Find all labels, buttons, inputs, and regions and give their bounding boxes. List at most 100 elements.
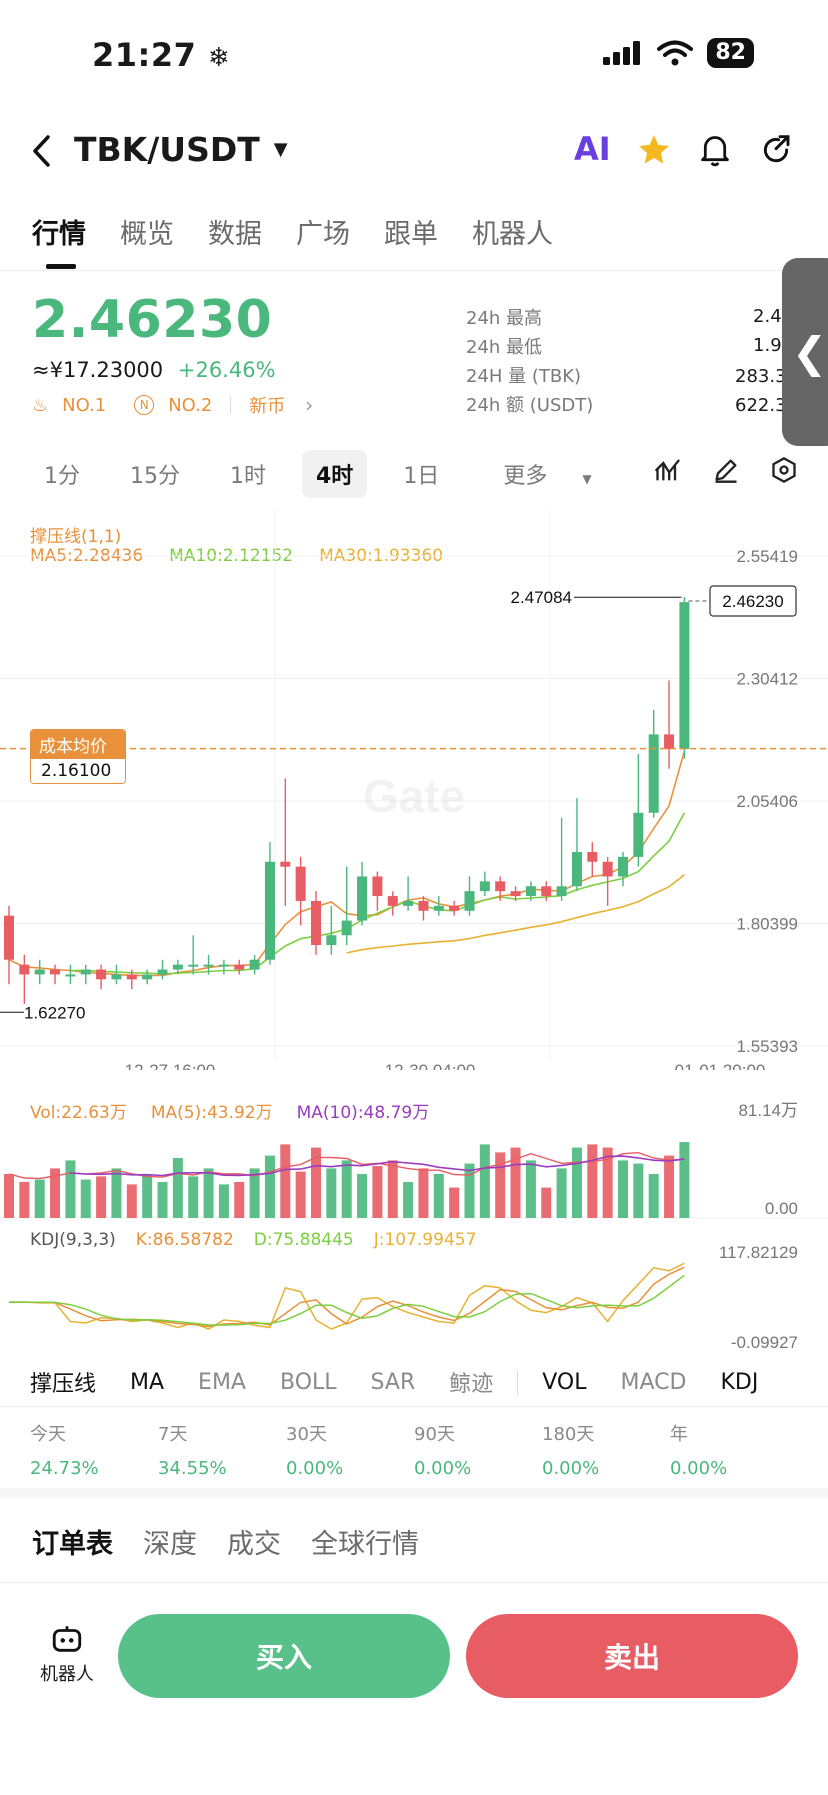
perf-year: 年 0.00% — [670, 1424, 728, 1479]
interval-1m[interactable]: 1分 — [44, 464, 80, 489]
interval-more[interactable]: 更多 ▼ — [475, 450, 619, 498]
candle-body — [264, 861, 275, 960]
share-icon[interactable] — [760, 134, 792, 166]
volume-bar — [311, 1147, 321, 1218]
candle-body — [295, 866, 306, 901]
perf-90d: 90天 0.00% — [414, 1424, 472, 1479]
side-panel-handle[interactable]: ❮ — [782, 258, 828, 446]
robot-button[interactable]: 机器人 — [32, 1622, 102, 1686]
ai-button[interactable]: AI — [574, 130, 611, 168]
candlestick-chart[interactable]: Gate 2.55419 2.30412 2.05406 1.80399 1.55393… — [0, 510, 828, 1070]
volume-bar — [188, 1176, 199, 1218]
tab-data[interactable]: 数据 — [208, 219, 262, 250]
interval-1d[interactable]: 1日 — [403, 464, 440, 489]
candle-body — [587, 851, 598, 862]
interval-4h[interactable]: 4时 — [302, 450, 368, 498]
cost-average-tag[interactable]: 成本均价 2.16100 — [30, 729, 126, 784]
cost-average-value: 2.16100 — [31, 759, 125, 783]
candle-body — [510, 891, 521, 897]
volume-bar — [618, 1160, 628, 1218]
cost-average-label: 成本均价 — [31, 730, 125, 759]
ind-macd[interactable]: MACD — [620, 1369, 687, 1395]
interval-1h[interactable]: 1时 — [230, 464, 266, 489]
draw-icon[interactable] — [712, 456, 740, 484]
ticker-stats: 24h 最高2.4708 24h 最低1.9371 24H 量 (TBK)283… — [466, 302, 828, 418]
indicator-label: 撑压线(1,1) — [30, 527, 122, 547]
candle-body — [142, 974, 153, 980]
tab-trades[interactable]: 成交 — [227, 1529, 281, 1560]
volume-bar — [234, 1182, 245, 1218]
ind-sar[interactable]: SAR — [370, 1369, 416, 1395]
volume-bar — [203, 1168, 214, 1218]
tab-square[interactable]: 广场 — [296, 219, 350, 250]
indicator-icon[interactable] — [654, 456, 682, 484]
ind-boll[interactable]: BOLL — [279, 1369, 337, 1395]
volume-bar — [495, 1152, 506, 1218]
ind-support[interactable]: 撑压线 — [30, 1372, 97, 1397]
volume-bar — [80, 1179, 91, 1218]
tab-order-book[interactable]: 订单表 — [32, 1529, 113, 1560]
volume-bar — [218, 1184, 229, 1218]
kdj-legend: KDJ(9,3,3) K:86.58782 D:75.88445 J:107.9… — [30, 1230, 476, 1250]
tab-market[interactable]: 行情 — [32, 212, 86, 269]
tag-separator — [230, 396, 232, 414]
ind-ma[interactable]: MA — [130, 1369, 165, 1395]
back-icon[interactable] — [30, 134, 54, 168]
chevron-down-icon: ▼ — [273, 139, 288, 160]
ind-vol[interactable]: VOL — [542, 1369, 587, 1395]
x-tick-label: 12-30 04:00 — [385, 1061, 476, 1070]
status-icons: 82 — [603, 38, 754, 68]
kdj-tick-label: 117.82129 — [719, 1243, 798, 1262]
volume-ma5-line — [8, 1151, 685, 1180]
volume-bar — [602, 1147, 613, 1218]
candle-body — [19, 964, 30, 975]
candle-body — [618, 856, 628, 877]
price-change: +26.46% — [177, 358, 276, 382]
pair-selector[interactable]: TBK/USDT ▼ — [74, 130, 288, 169]
candle-body — [280, 861, 291, 867]
stat-row-volume: 24H 量 (TBK) 283.35万 — [466, 365, 816, 387]
candle-body — [311, 900, 321, 946]
candle-body — [326, 935, 337, 946]
ind-ema[interactable]: EMA — [198, 1369, 246, 1395]
tab-copy-trade[interactable]: 跟单 — [384, 219, 438, 250]
ind-whale[interactable]: 鲸迹 — [449, 1372, 494, 1397]
battery-indicator: 82 — [707, 38, 754, 68]
kdj-tick-label: -0.09927 — [731, 1333, 798, 1352]
candle-body — [387, 896, 398, 906]
bell-icon[interactable] — [698, 132, 732, 168]
candle-body — [541, 886, 552, 897]
volume-bar — [571, 1147, 582, 1218]
volume-bar — [50, 1168, 61, 1218]
volume-bar — [633, 1163, 644, 1218]
indicator-tabs: 撑压线 MA EMA BOLL SAR 鲸迹 VOL MACD KDJ — [30, 1366, 758, 1398]
tag-new-coin: 新币 — [249, 396, 286, 417]
kdj-k: K:86.58782 — [135, 1230, 234, 1250]
candle-body — [418, 900, 429, 911]
volume-bar — [19, 1182, 30, 1218]
settings-icon[interactable] — [770, 456, 798, 484]
divider — [0, 1406, 828, 1407]
volume-bar — [357, 1174, 368, 1218]
interval-15m[interactable]: 15分 — [130, 464, 180, 489]
volume-bar — [556, 1168, 567, 1218]
x-tick-label: 01-01 20:00 — [675, 1061, 766, 1070]
tab-depth[interactable]: 深度 — [143, 1529, 197, 1560]
buy-button[interactable]: 买入 — [118, 1614, 450, 1698]
tab-overview[interactable]: 概览 — [120, 219, 174, 250]
volume-bar — [541, 1187, 552, 1218]
ind-kdj[interactable]: KDJ — [720, 1369, 759, 1395]
stat-row-turnover: 24h 额 (USDT) 622.31万 — [466, 394, 816, 416]
ai-icon: AI — [574, 130, 611, 168]
tab-global-market[interactable]: 全球行情 — [311, 1529, 419, 1560]
sell-button[interactable]: 卖出 — [466, 1614, 798, 1698]
interval-tabs: 1分 15分 1时 4时 1日 更多 ▼ — [30, 450, 620, 498]
candle-body — [495, 881, 506, 892]
star-icon[interactable] — [636, 132, 672, 168]
ranking-tags[interactable]: ♨ NO.1 N NO.2 新币 › — [32, 392, 313, 418]
candle-body — [126, 974, 137, 980]
tab-robot[interactable]: 机器人 — [472, 219, 553, 250]
volume-bar — [449, 1187, 460, 1218]
volume-bar — [418, 1168, 429, 1218]
volume-bar — [111, 1168, 122, 1218]
